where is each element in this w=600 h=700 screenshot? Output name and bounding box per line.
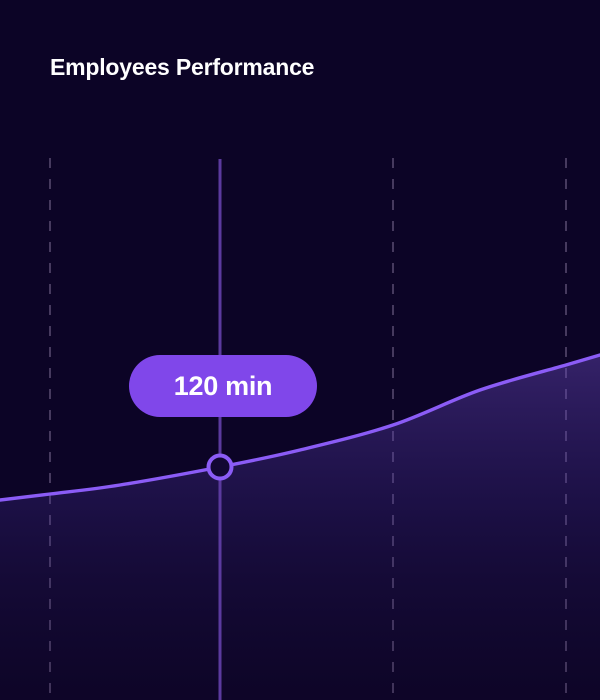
value-tooltip-badge[interactable]: 120 min	[129, 355, 317, 417]
tooltip-value-label: 120 min	[173, 370, 273, 401]
data-point-marker[interactable]	[206, 453, 234, 481]
area-fill	[0, 355, 600, 700]
gridlines	[49, 158, 567, 700]
page-title: Employees Performance	[50, 54, 315, 80]
performance-line	[0, 353, 600, 502]
